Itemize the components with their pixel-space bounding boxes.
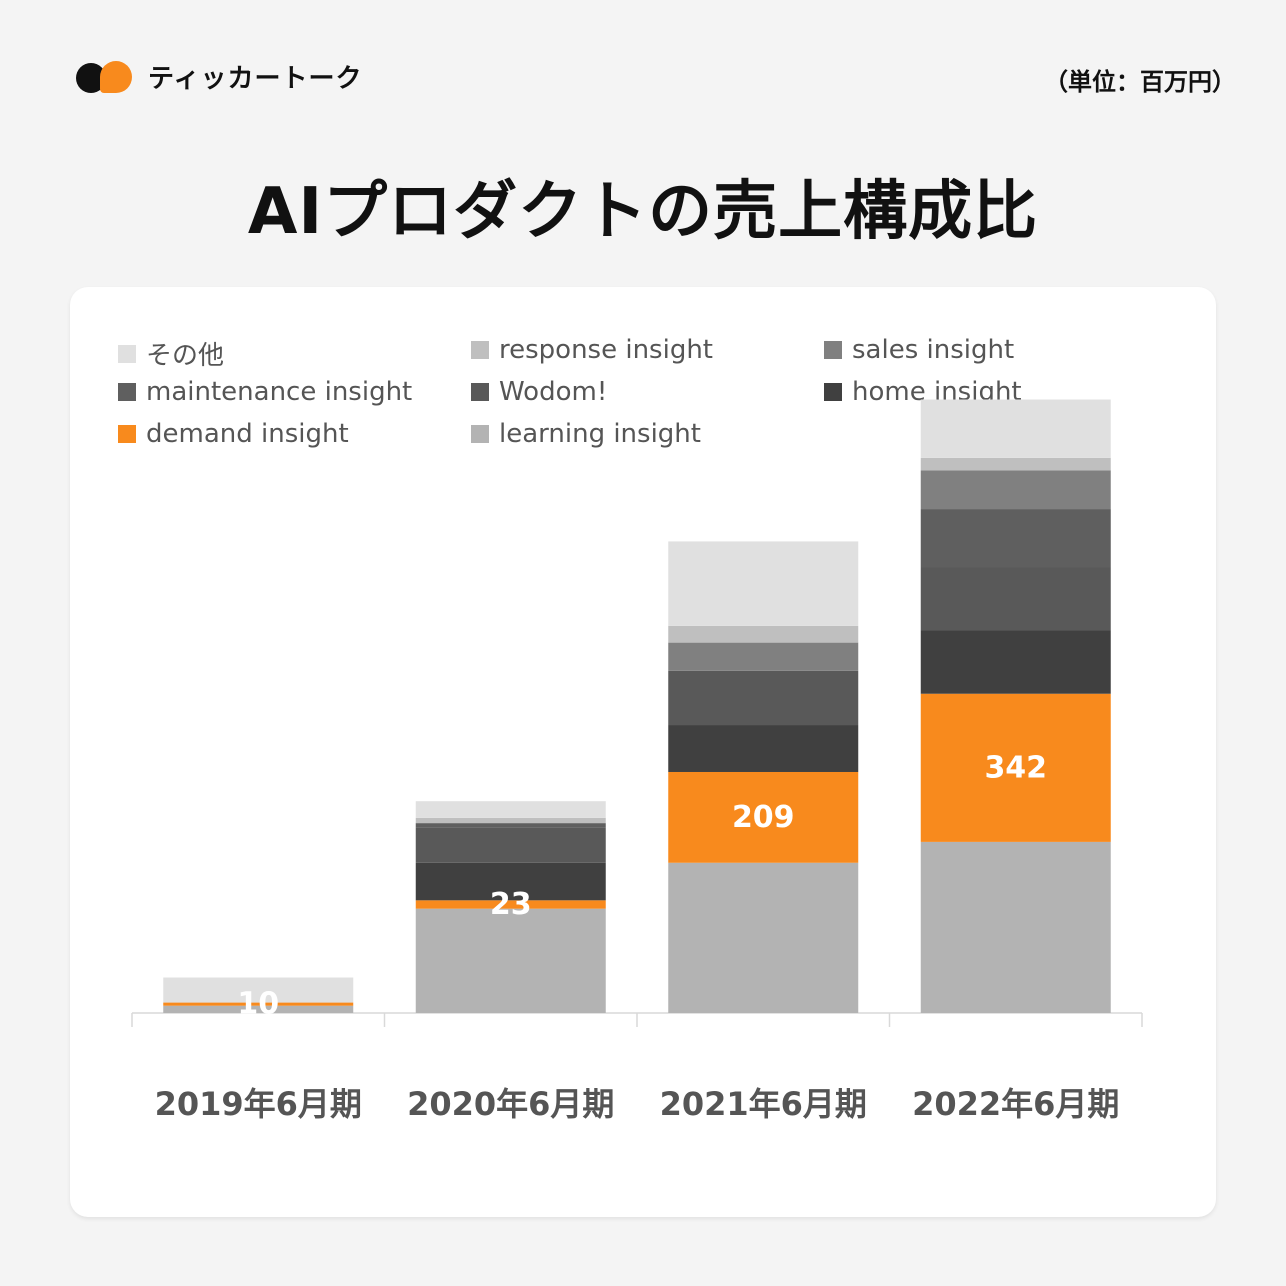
x-tick-label: 2020年6月期 bbox=[407, 1085, 614, 1123]
legend-swatch bbox=[824, 383, 842, 401]
legend-swatch bbox=[118, 344, 136, 363]
bar-segment bbox=[668, 670, 859, 726]
legend-swatch bbox=[471, 341, 489, 359]
bar-segment bbox=[668, 642, 859, 671]
legend-item: maintenance insight bbox=[118, 377, 412, 407]
bar-segment bbox=[920, 509, 1111, 568]
legend-item: learning insight bbox=[471, 419, 701, 449]
speech-bubble-icon bbox=[76, 59, 136, 95]
bar-segment bbox=[920, 457, 1111, 471]
x-tick-label: 2022年6月期 bbox=[912, 1085, 1119, 1123]
legend-label: その他 bbox=[146, 341, 225, 371]
brand-name: ティッカートーク bbox=[148, 64, 363, 94]
bar-segment bbox=[920, 567, 1111, 631]
data-label: 10 bbox=[237, 987, 279, 1022]
bar-segment bbox=[415, 827, 606, 863]
bar-segment bbox=[415, 862, 606, 901]
chart-card: その他 response insight sales insight maintena… bbox=[70, 287, 1216, 1217]
legend-swatch bbox=[118, 383, 136, 401]
bar-segment bbox=[920, 630, 1111, 694]
legend-swatch bbox=[824, 341, 842, 359]
x-tick-label: 2019年6月期 bbox=[155, 1085, 362, 1123]
legend-label: demand insight bbox=[146, 419, 349, 449]
bar-segment bbox=[920, 470, 1111, 510]
legend-label: Wodom! bbox=[499, 377, 608, 407]
bar-segment bbox=[920, 399, 1111, 458]
bar-segment bbox=[163, 1005, 354, 1013]
bar-segment bbox=[668, 725, 859, 772]
bar-segment bbox=[415, 900, 606, 909]
data-label: 342 bbox=[984, 750, 1047, 785]
x-tick-label: 2021年6月期 bbox=[660, 1085, 867, 1123]
bar-segment bbox=[415, 823, 606, 828]
legend-item: その他 bbox=[118, 335, 224, 372]
bar-segment bbox=[668, 862, 859, 1013]
legend-item: demand insight bbox=[118, 419, 349, 449]
data-label: 209 bbox=[732, 800, 795, 835]
unit-label: （単位：百万円） bbox=[1044, 68, 1236, 96]
legend-label: learning insight bbox=[499, 419, 701, 449]
bar-segment bbox=[668, 541, 859, 626]
stacked-bar-chart: 10 2019年6月期 23 2020年6月期 209 2021年6月期 342 2022年6… bbox=[131, 399, 1143, 1123]
bar-segment bbox=[163, 977, 354, 1003]
legend-label: sales insight bbox=[852, 335, 1015, 365]
legend-item: Wodom! bbox=[471, 377, 607, 407]
brand-logo: ティッカートーク bbox=[76, 58, 362, 95]
bar-segment bbox=[668, 625, 859, 643]
page-title: AIプロダクトの売上構成比 bbox=[247, 175, 1039, 249]
bar-segment bbox=[920, 841, 1111, 1013]
legend-swatch bbox=[118, 425, 136, 443]
bar-segment bbox=[163, 1002, 354, 1006]
legend-swatch bbox=[471, 383, 489, 401]
legend-label: response insight bbox=[499, 335, 714, 365]
legend-item: sales insight bbox=[824, 335, 1014, 365]
legend-label: maintenance insight bbox=[146, 377, 413, 407]
bar-segment bbox=[415, 801, 606, 818]
bar-segment bbox=[415, 908, 606, 1013]
data-label: 23 bbox=[490, 887, 532, 922]
legend-swatch bbox=[471, 425, 489, 443]
bar-segment bbox=[920, 693, 1111, 842]
bar-segment bbox=[668, 771, 859, 863]
bar-segment bbox=[415, 817, 606, 824]
legend-item: response insight bbox=[471, 335, 713, 365]
